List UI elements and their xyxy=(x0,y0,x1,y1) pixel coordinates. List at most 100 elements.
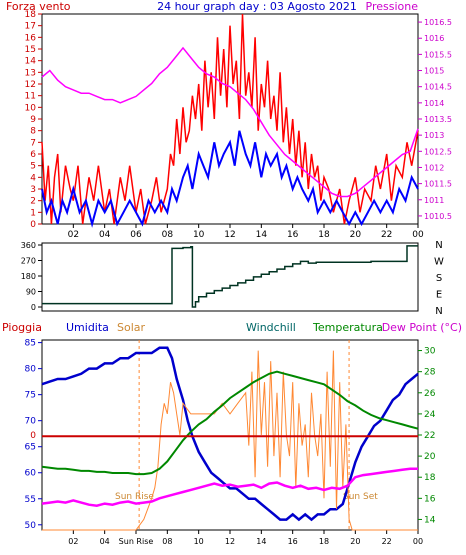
p1-right-tick-label: 1014 xyxy=(424,99,444,108)
p1-x-tick-label: 20 xyxy=(350,230,362,240)
p3-x-tick-label: 02 xyxy=(68,537,78,546)
p2-compass-label: W xyxy=(434,257,444,268)
p3-solar-line xyxy=(42,350,418,531)
rain-zero-tick: 0 xyxy=(30,431,36,441)
legend-solar: Solar xyxy=(117,321,146,334)
sunrise-annotation: Sun Rise xyxy=(115,492,154,502)
p1-x-tick-label: 10 xyxy=(193,230,205,240)
p2-left-tick-label: 0 xyxy=(31,303,36,312)
p3-x-tick-label: 16 xyxy=(288,537,298,546)
p1-right-tick-label: 1011.5 xyxy=(424,180,452,189)
p2-left-tick-label: 270 xyxy=(21,257,36,266)
p1-left-tick-label: 9 xyxy=(30,115,36,125)
p1-left-tick-label: 15 xyxy=(25,45,36,55)
p1-right-tick-label: 1012.5 xyxy=(424,147,452,156)
p1-right-tick-label: 1016 xyxy=(424,34,444,43)
p1-left-tick-label: 3 xyxy=(30,185,36,195)
p3-left-tick-label: 60 xyxy=(25,469,37,479)
p1-x-tick-label: 02 xyxy=(68,230,79,240)
p1-left-tick-label: 5 xyxy=(30,162,36,172)
panel2-plot-area xyxy=(41,242,419,312)
p2-compass-label: N xyxy=(435,306,442,317)
p1-right-tick-label: 1012 xyxy=(424,163,444,172)
p1-left-tick-label: 4 xyxy=(30,173,36,183)
p3-x-tick-label: 18 xyxy=(319,537,329,546)
p2-compass-label: E xyxy=(436,290,442,301)
p2-left-tick-label: 90 xyxy=(26,288,36,297)
p3-x-tick-label: 04 xyxy=(100,537,110,546)
p1-left-tick-label: 12 xyxy=(25,80,36,90)
panel1-header-right: Pressione xyxy=(366,0,419,13)
p3-x-tick-label: 22 xyxy=(382,537,392,546)
p1-left-tick-label: 2 xyxy=(30,197,36,207)
p3-umidita-line xyxy=(41,346,419,522)
p3-x-tick-label: 12 xyxy=(225,537,235,546)
p1-left-tick-label: 13 xyxy=(25,68,36,78)
legend-temperature: Temperatura xyxy=(312,321,383,334)
p1-x-tick-label: 16 xyxy=(287,230,299,240)
p2-left-tick-label: 180 xyxy=(21,272,36,281)
p1-left-tick-label: 0 xyxy=(30,220,36,230)
p3-x-tick-label: 00 xyxy=(413,537,423,546)
p1-left-tick-label: 10 xyxy=(25,103,37,113)
panel1-header-left: Forza vento xyxy=(6,0,71,13)
p1-right-tick-label: 1013.5 xyxy=(424,115,452,124)
p1-x-tick-label: 14 xyxy=(256,230,268,240)
panel1-plot-area xyxy=(41,13,419,225)
legend-dewpoint: Dew Point (°C) xyxy=(382,321,462,334)
p1-x-tick-label: 00 xyxy=(412,230,424,240)
p1-right-tick-label: 1016.5 xyxy=(424,18,452,27)
p3-temperatura-line xyxy=(41,370,419,476)
p1-right-tick-label: 1015.5 xyxy=(424,50,452,59)
legend-windchill: Windchill xyxy=(246,321,296,334)
p3-x-tick-label: 08 xyxy=(162,537,172,546)
p3-left-tick-label: 80 xyxy=(25,365,37,375)
p1-left-tick-label: 11 xyxy=(25,92,36,102)
p1-right-tick-label: 1010.5 xyxy=(424,212,452,221)
p1-x-tick-label: 04 xyxy=(99,230,111,240)
p3-right-tick-label: 24 xyxy=(424,410,436,420)
p3-dew-point-line xyxy=(41,467,418,507)
p1-left-tick-label: 8 xyxy=(30,127,36,137)
p1-left-tick-label: 6 xyxy=(30,150,36,160)
p3-left-tick-label: 85 xyxy=(25,339,36,349)
p1-left-tick-label: 14 xyxy=(25,57,37,67)
p1-right-tick-label: 1015 xyxy=(424,67,444,76)
p1-left-tick-label: 7 xyxy=(30,138,36,148)
p2-compass-label: N xyxy=(435,240,442,251)
p1-x-tick-label: 12 xyxy=(224,230,235,240)
p3-right-tick-label: 30 xyxy=(424,347,436,357)
p3-right-tick-label: 14 xyxy=(424,515,436,525)
p3-x-tick-label: 14 xyxy=(256,537,266,546)
p1-right-tick-label: 1013 xyxy=(424,131,444,140)
p3-left-tick-label: 50 xyxy=(25,521,37,531)
p1-x-tick-label: 06 xyxy=(130,230,142,240)
p2-wind-direction-line xyxy=(42,245,418,308)
p1-left-tick-label: 1 xyxy=(30,208,36,218)
p1-x-tick-label: 22 xyxy=(381,230,392,240)
legend-rain: Pioggia xyxy=(2,321,42,334)
p1-left-tick-label: 17 xyxy=(25,22,36,32)
p3-right-tick-label: 20 xyxy=(424,452,436,462)
p3-left-tick-label: 70 xyxy=(25,417,37,427)
p1-right-tick-label: 1011 xyxy=(424,196,444,205)
p3-right-tick-label: 22 xyxy=(424,431,435,441)
p1-right-tick-label: 1014.5 xyxy=(424,83,452,92)
p3-left-tick-label: 55 xyxy=(25,495,36,505)
p2-compass-label: S xyxy=(436,273,442,284)
p2-left-tick-label: 360 xyxy=(21,241,36,250)
chart-title: 24 hour graph day : 03 Agosto 2021 xyxy=(157,0,357,13)
p1-x-tick-label: 18 xyxy=(318,230,330,240)
p3-right-tick-label: 28 xyxy=(424,368,436,378)
p3-right-tick-label: 26 xyxy=(424,389,436,399)
p3-x-tick-label: Sun Rise xyxy=(119,537,154,546)
sunset-annotation: Sun Set xyxy=(343,492,378,502)
p1-series-line-2 xyxy=(41,46,419,198)
p3-right-tick-label: 16 xyxy=(424,494,436,504)
p1-series-line-1 xyxy=(41,130,419,228)
p3-x-tick-label: 20 xyxy=(350,537,360,546)
p1-left-tick-label: 16 xyxy=(25,33,37,43)
p1-left-tick-label: 18 xyxy=(25,10,37,20)
